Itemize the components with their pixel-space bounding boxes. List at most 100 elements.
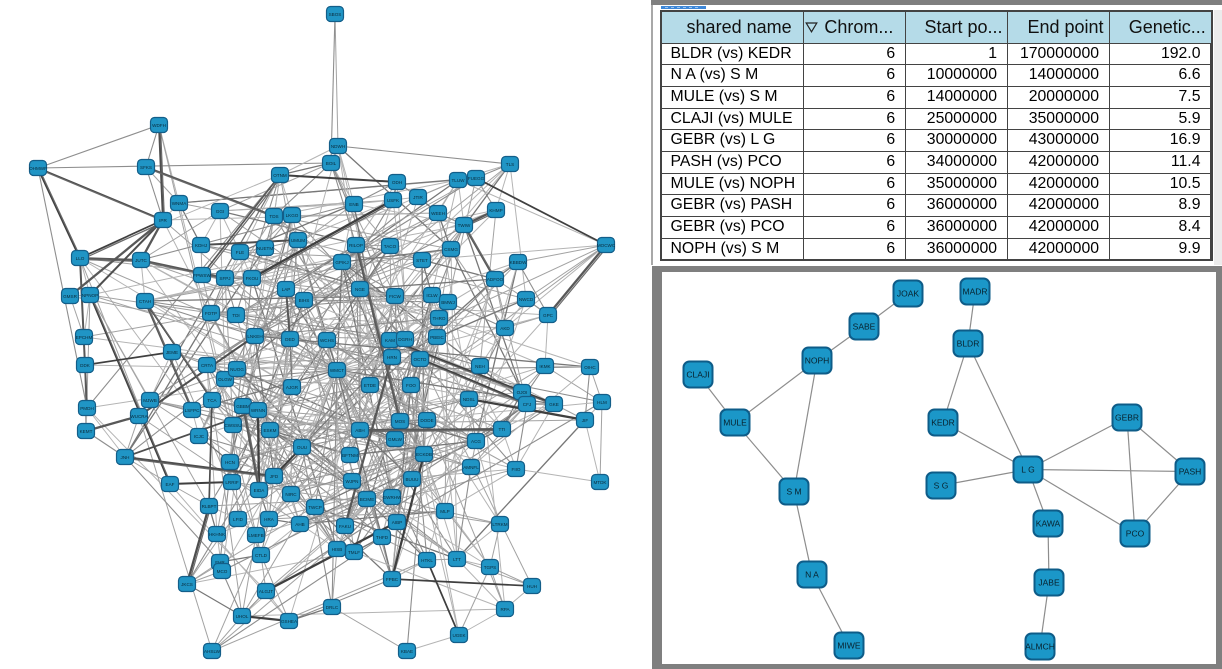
svg-text:ADFOO: ADFOO: [487, 277, 504, 282]
svg-text:HCN: HCN: [225, 460, 235, 465]
svg-text:GSHEA: GSHEA: [281, 619, 298, 624]
svg-text:ENB: ENB: [349, 202, 358, 207]
svg-text:KAWA: KAWA: [1035, 518, 1060, 528]
svg-text:GWRHW: GWRHW: [383, 495, 403, 500]
svg-text:TLUW: TLUW: [451, 178, 465, 183]
svg-text:BFTNM: BFTNM: [342, 453, 358, 458]
svg-text:DDK: DDK: [80, 363, 91, 368]
svg-text:KAM: KAM: [385, 338, 395, 343]
svg-text:NDWH: NDWH: [331, 144, 345, 149]
svg-text:GPIKJ: GPIKJ: [335, 260, 348, 265]
svg-text:CWSSU: CWSSU: [224, 423, 241, 428]
svg-text:FIIO: FIIO: [512, 467, 521, 472]
svg-text:PMDH: PMDH: [80, 406, 94, 411]
svg-text:FPWSW: FPWSW: [193, 273, 211, 278]
svg-text:GMLW: GMLW: [388, 437, 403, 442]
svg-text:ABH: ABH: [355, 428, 364, 433]
svg-text:DGRH: DGRH: [398, 337, 412, 342]
svg-text:MOCWC: MOCWC: [597, 243, 616, 248]
svg-text:HUH: HUH: [527, 584, 537, 589]
svg-text:OCTD: OCTD: [413, 357, 427, 362]
svg-text:HTKL: HTKL: [421, 558, 433, 563]
svg-text:OTNM: OTNM: [273, 173, 287, 178]
svg-text:NWCD: NWCD: [519, 297, 534, 302]
svg-text:PBEIC: PBEIC: [430, 335, 444, 340]
svg-text:ALGJT: ALGJT: [259, 589, 273, 594]
svg-text:UGEK: UGEK: [452, 633, 466, 638]
svg-text:BOIL: BOIL: [326, 161, 337, 166]
svg-text:S M: S M: [786, 486, 801, 496]
svg-text:TDI: TDI: [232, 313, 239, 318]
svg-text:THFD: THFD: [376, 535, 389, 540]
svg-text:LNKEH: LNKEH: [247, 334, 262, 339]
svg-text:KDHJ: KDHJ: [195, 243, 207, 248]
svg-text:MADR: MADR: [962, 286, 987, 296]
svg-text:FICW: FICW: [389, 294, 401, 299]
svg-text:WNMA: WNMA: [172, 201, 187, 206]
svg-text:FLE: FLE: [236, 250, 244, 255]
svg-text:RILOP: RILOP: [349, 243, 363, 248]
svg-text:DODE: DODE: [420, 418, 433, 423]
svg-text:PASH: PASH: [1178, 466, 1201, 476]
svg-text:NGE: NGE: [355, 287, 365, 292]
svg-text:BIHS: BIHS: [299, 298, 310, 303]
svg-text:THRO: THRO: [432, 316, 445, 321]
svg-text:NUETM: NUETM: [257, 246, 274, 251]
svg-text:SABE: SABE: [852, 321, 875, 331]
svg-text:LAP: LAP: [282, 287, 291, 292]
svg-text:HRA: HRA: [264, 517, 275, 522]
svg-text:CLAJI: CLAJI: [686, 369, 709, 379]
svg-text:NUOG: NUOG: [230, 367, 244, 372]
svg-text:WJPN: WJPN: [345, 479, 358, 484]
svg-text:HRN: HRN: [387, 355, 397, 360]
svg-text:ETDE: ETDE: [364, 383, 376, 388]
svg-text:WDFH: WDFH: [152, 123, 166, 128]
svg-text:ICLW: ICLW: [426, 293, 438, 298]
svg-text:OLGW: OLGW: [218, 377, 233, 382]
svg-text:JKCS: JKCS: [181, 582, 193, 587]
svg-text:KBAE: KBAE: [401, 649, 413, 654]
svg-text:UHOL: UHOL: [236, 614, 249, 619]
svg-text:GBBM: GBBM: [236, 404, 250, 409]
svg-text:UMUM: UMUM: [291, 238, 305, 243]
svg-text:BMWJ: BMWJ: [441, 300, 455, 305]
svg-text:JNH: JNH: [121, 455, 130, 460]
svg-text:JIF: JIF: [582, 418, 589, 423]
svg-text:MJWB: MJWB: [143, 398, 157, 403]
svg-text:ECKDB: ECKDB: [416, 452, 432, 457]
svg-text:NIRC: NIRC: [285, 492, 297, 497]
svg-text:OUU: OUU: [297, 445, 307, 450]
svg-text:TTI: TTI: [499, 427, 506, 432]
svg-text:FAKU: FAKU: [339, 524, 351, 529]
svg-text:MLP: MLP: [440, 509, 449, 514]
svg-text:FOO: FOO: [406, 383, 416, 388]
svg-text:GPC: GPC: [543, 313, 554, 318]
svg-text:KHMP: KHMP: [489, 208, 502, 213]
svg-text:DED: DED: [285, 337, 295, 342]
svg-text:FKOU: FKOU: [246, 276, 259, 281]
svg-text:LRRIF: LRRIF: [225, 480, 238, 485]
svg-text:TMLF: TMLF: [348, 550, 360, 555]
svg-text:MIWE: MIWE: [837, 640, 860, 650]
svg-text:FUEGG: FUEGG: [468, 176, 485, 181]
svg-text:JOAK: JOAK: [896, 288, 919, 298]
svg-text:CTLD: CTLD: [255, 553, 268, 558]
svg-text:CFJ: CFJ: [523, 402, 531, 407]
svg-text:WEEH: WEEH: [431, 211, 445, 216]
svg-text:SFPJ: SFPJ: [219, 276, 230, 281]
svg-text:BUUU: BUUU: [405, 477, 418, 482]
svg-text:N A: N A: [805, 569, 819, 579]
svg-text:TDS: TDS: [269, 214, 278, 219]
svg-text:JUTC: JUTC: [135, 258, 147, 263]
svg-text:GKE: GKE: [549, 402, 559, 407]
svg-text:NDSL: NDSL: [463, 397, 476, 402]
svg-text:WCHS: WCHS: [320, 338, 334, 343]
svg-text:MCO: MCO: [217, 569, 228, 574]
svg-text:JEME: JEME: [166, 350, 178, 355]
svg-text:WRNN: WRNN: [251, 408, 265, 413]
svg-text:RLBPT: RLBPT: [202, 504, 217, 509]
svg-text:KBBDW: KBBDW: [510, 260, 528, 265]
svg-text:WMCT: WMCT: [330, 368, 344, 373]
svg-text:LKGO: LKGO: [286, 213, 299, 218]
svg-text:LLO: LLO: [76, 256, 85, 261]
